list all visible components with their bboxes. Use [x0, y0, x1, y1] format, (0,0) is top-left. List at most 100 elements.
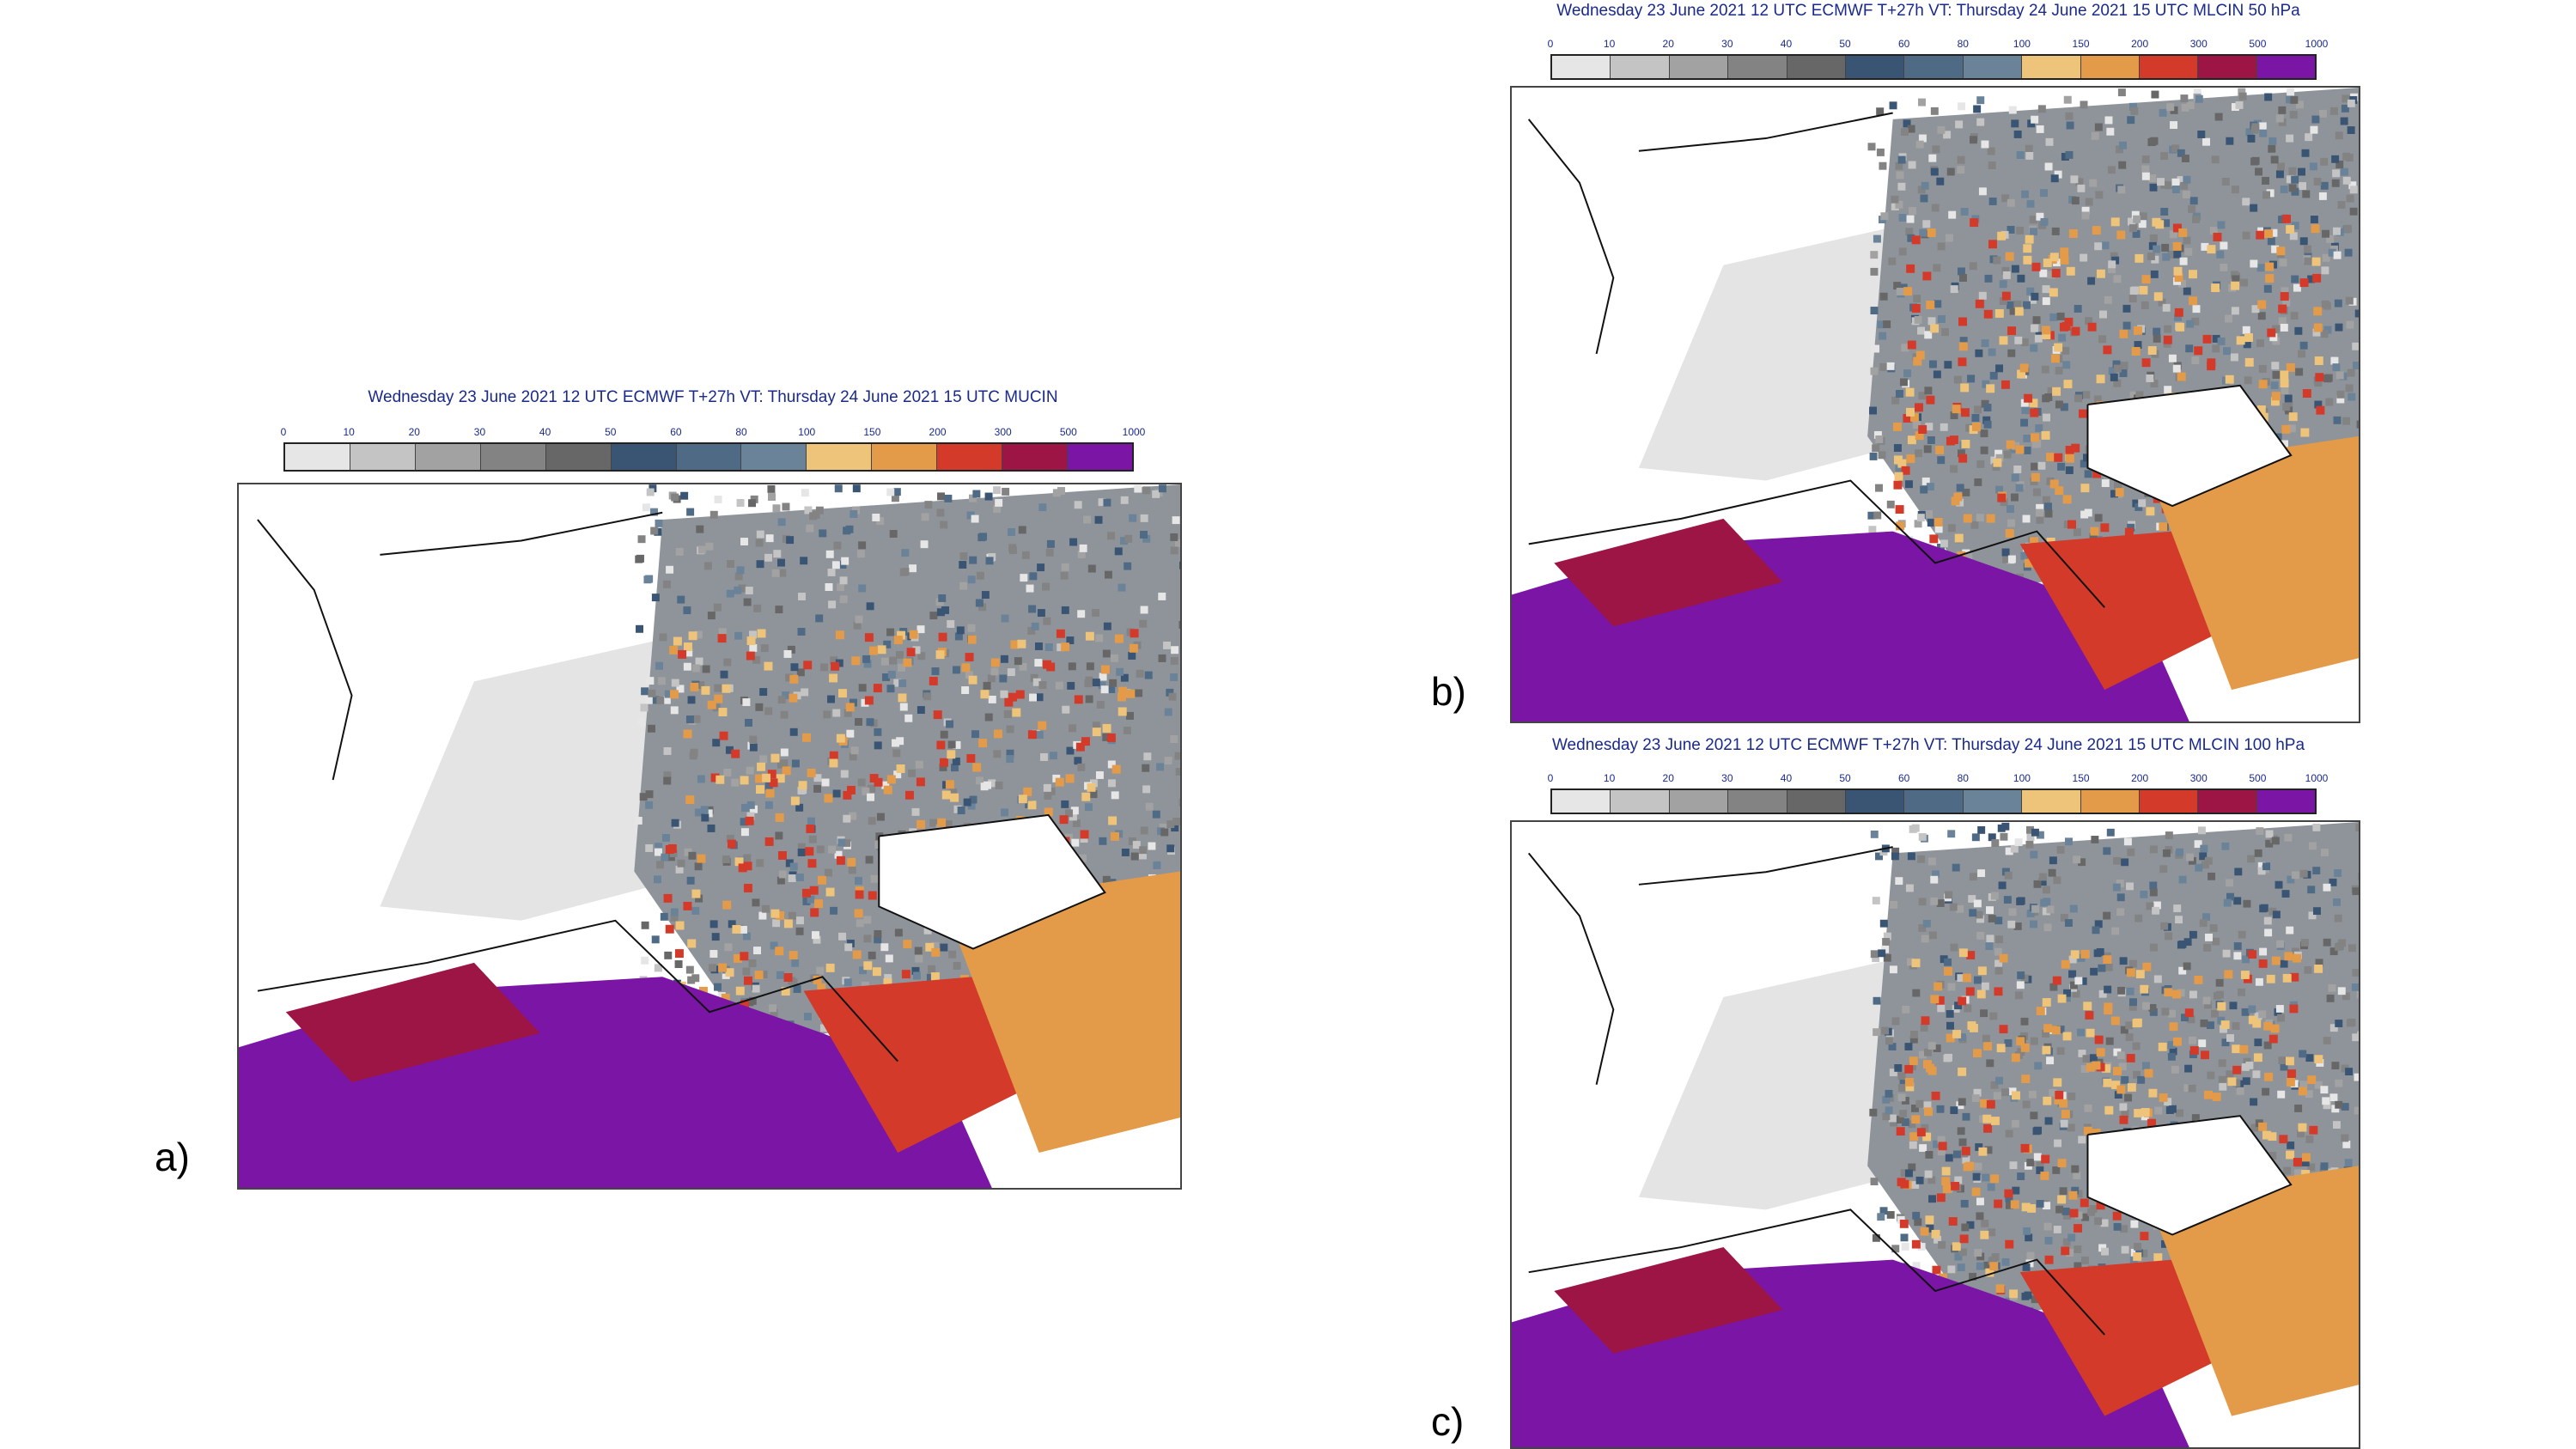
grid-cell	[1870, 830, 1879, 838]
grid-cell	[2173, 313, 2182, 321]
grid-cell	[1136, 669, 1144, 678]
grid-cell	[1108, 816, 1117, 825]
grid-cell	[2250, 125, 2259, 134]
grid-cell	[2112, 360, 2121, 368]
grid-cell	[886, 628, 895, 636]
grid-cell	[746, 651, 755, 661]
grid-cell	[745, 816, 754, 825]
grid-cell	[2211, 155, 2220, 164]
grid-cell	[2168, 1105, 2177, 1113]
grid-cell	[940, 943, 948, 952]
grid-cell	[2159, 865, 2168, 874]
grid-cell	[2025, 144, 2033, 153]
grid-cell	[854, 909, 863, 918]
grid-cell	[1961, 1223, 1970, 1232]
grid-cell	[1885, 1106, 1893, 1115]
grid-cell	[2282, 403, 2291, 411]
grid-cell	[2315, 959, 2323, 967]
grid-cell	[1946, 1033, 1955, 1043]
grid-cell	[2064, 919, 2073, 927]
grid-cell	[2264, 1072, 2274, 1081]
grid-cell	[2250, 204, 2258, 212]
grid-cell	[707, 612, 716, 620]
grid-cell	[2346, 1019, 2354, 1027]
grid-cell	[1959, 1234, 1969, 1244]
grid-cell	[2171, 178, 2180, 186]
grid-cell	[1174, 752, 1180, 760]
grid-cell	[2345, 1068, 2354, 1076]
grid-cell	[2031, 828, 2039, 837]
grid-cell	[2233, 942, 2242, 950]
grid-cell	[1988, 197, 1997, 205]
grid-cell	[2074, 1245, 2082, 1253]
panel-c-title: Wednesday 23 June 2021 12 UTC ECMWF T+27…	[1551, 736, 2305, 754]
grid-cell	[777, 851, 787, 860]
grid-cell	[1042, 660, 1051, 669]
grid-cell	[2036, 1161, 2044, 1170]
grid-cell	[813, 784, 822, 793]
grid-cell	[1056, 629, 1065, 638]
grid-cell	[1120, 537, 1129, 545]
grid-cell	[2238, 988, 2246, 996]
grid-cell	[2212, 937, 2220, 946]
grid-cell	[1966, 951, 1976, 959]
panel-a-colorbar	[283, 442, 1134, 472]
grid-cell	[2129, 224, 2137, 233]
grid-cell	[2005, 1201, 2013, 1209]
grid-cell	[839, 576, 848, 585]
grid-cell	[1990, 1174, 2000, 1184]
grid-cell	[983, 681, 991, 690]
grid-cell	[773, 550, 782, 558]
grid-cell	[1895, 200, 1903, 209]
grid-cell	[1983, 420, 1992, 429]
grid-cell	[914, 947, 923, 955]
grid-cell	[945, 780, 954, 789]
grid-cell	[2160, 922, 2169, 930]
grid-cell	[2199, 852, 2208, 861]
grid-cell	[2121, 1075, 2129, 1084]
colorbar-segment	[1845, 790, 1905, 813]
grid-cell	[2038, 873, 2047, 881]
grid-cell	[2081, 211, 2090, 220]
grid-cell	[2026, 833, 2035, 841]
grid-cell	[2031, 262, 2041, 271]
grid-cell	[1950, 285, 1958, 294]
grid-cell	[2074, 1224, 2083, 1233]
grid-cell	[844, 943, 853, 952]
high-cin-band	[1554, 518, 1783, 627]
grid-cell	[2042, 297, 2050, 306]
grid-cell	[1999, 280, 2007, 289]
grid-cell	[898, 679, 907, 688]
grid-cell	[807, 895, 815, 904]
grid-cell	[2034, 1062, 2043, 1070]
grid-cell	[1895, 505, 1904, 514]
grid-cell	[1994, 987, 2003, 996]
grid-cell	[2351, 983, 2359, 991]
grid-cell	[2159, 108, 2167, 117]
grid-cell	[2091, 836, 2099, 843]
grid-cell	[2183, 938, 2192, 947]
grid-cell	[2021, 190, 2030, 198]
grid-cell	[1877, 1213, 1885, 1221]
grid-cell	[1103, 498, 1111, 507]
grid-cell	[837, 838, 846, 847]
grid-cell	[2042, 998, 2051, 1007]
grid-cell	[2137, 1075, 2146, 1084]
grid-cell	[1923, 445, 1932, 454]
grid-cell	[2042, 886, 2050, 894]
grid-cell	[1957, 974, 1965, 982]
grid-cell	[2130, 1220, 2139, 1228]
grid-cell	[2178, 940, 2187, 948]
colorbar-tick-label: 100	[2013, 772, 2031, 784]
grid-cell	[2289, 111, 2298, 119]
grid-cell	[1870, 367, 1879, 375]
colorbar-tick-label: 1000	[1122, 426, 1146, 438]
grid-cell	[2122, 321, 2131, 330]
grid-cell	[2068, 970, 2077, 978]
grid-cell	[1061, 642, 1070, 652]
grid-cell	[2157, 178, 2165, 186]
grid-cell	[2092, 926, 2100, 935]
grid-cell	[947, 750, 956, 759]
colorbar-tick-label: 0	[280, 426, 287, 438]
grid-cell	[2320, 1162, 2329, 1171]
